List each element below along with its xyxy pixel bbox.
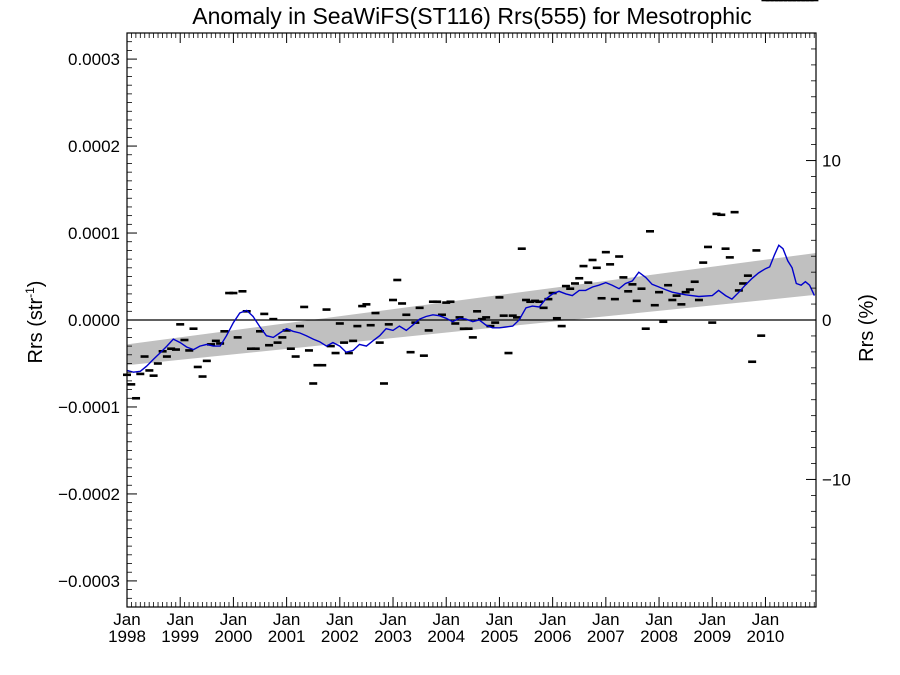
x-tick-label-year: 2010: [747, 627, 785, 646]
x-tick-label-year: 2000: [214, 627, 252, 646]
y-axis-left-label-close: ): [25, 281, 47, 288]
y-axis-left-label: Rrs (str-1): [23, 281, 47, 364]
y-left-tick-label: 0.0001: [68, 224, 120, 243]
y-right-tick-label: 0: [822, 311, 831, 330]
x-tick-label-month: Jan: [379, 610, 406, 629]
x-tick-label-year: 2008: [640, 627, 678, 646]
chart-title: Anomaly in SeaWiFS(ST116) Rrs(555) for M…: [192, 3, 751, 29]
smoothed-anomaly-line: [126, 244, 816, 373]
ticks-layer: 0.0003 0.0002 0.0001 0.0000 −0.0001 −0.0002 −0…: [58, 32, 851, 646]
y-axis-right-label: Rrs (%): [856, 294, 878, 362]
x-tick-label-month: Jan: [166, 610, 193, 629]
x-tick-label-year: 2004: [427, 627, 465, 646]
x-tick-label-year: 2001: [268, 627, 306, 646]
y-axis-left-label-superscript: -1: [23, 287, 37, 298]
x-tick-label-year: 2002: [321, 627, 359, 646]
monthly-points-layer: [123, 0, 819, 400]
x-tick-label-month: Jan: [273, 610, 300, 629]
y-left-tick-label: −0.0003: [58, 572, 120, 591]
x-tick-label-month: Jan: [645, 610, 672, 629]
y-left-tick-label: 0.0002: [68, 137, 120, 156]
y-right-tick-label: 10: [822, 152, 841, 171]
x-tick-label-year: 2005: [481, 627, 519, 646]
x-tick-label-year: 2006: [534, 627, 572, 646]
y-right-tick-label: −10: [822, 470, 851, 489]
x-tick-label-month: Jan: [326, 610, 353, 629]
x-tick-label-month: Jan: [752, 610, 779, 629]
y-axis-left-label-text: Rrs (str: [25, 298, 47, 364]
x-tick-label-month: Jan: [486, 610, 513, 629]
y-left-tick-label: 0.0000: [68, 311, 120, 330]
x-tick-label-month: Jan: [592, 610, 619, 629]
x-tick-label-month: Jan: [433, 610, 460, 629]
x-tick-label-month: Jan: [539, 610, 566, 629]
y-left-tick-label: −0.0001: [58, 398, 120, 417]
x-tick-label-year: 2009: [693, 627, 731, 646]
trend-band-layer: [127, 253, 816, 366]
x-tick-label-month: Jan: [699, 610, 726, 629]
y-left-tick-label: −0.0002: [58, 485, 120, 504]
x-tick-label-year: 2007: [587, 627, 625, 646]
x-tick-label-month: Jan: [113, 610, 140, 629]
y-left-tick-label: 0.0003: [68, 50, 120, 69]
x-tick-label-year: 1999: [161, 627, 199, 646]
trend-band: [127, 253, 816, 366]
x-tick-label-year: 1998: [108, 627, 146, 646]
x-tick-label-month: Jan: [220, 610, 247, 629]
x-tick-label-year: 2003: [374, 627, 412, 646]
